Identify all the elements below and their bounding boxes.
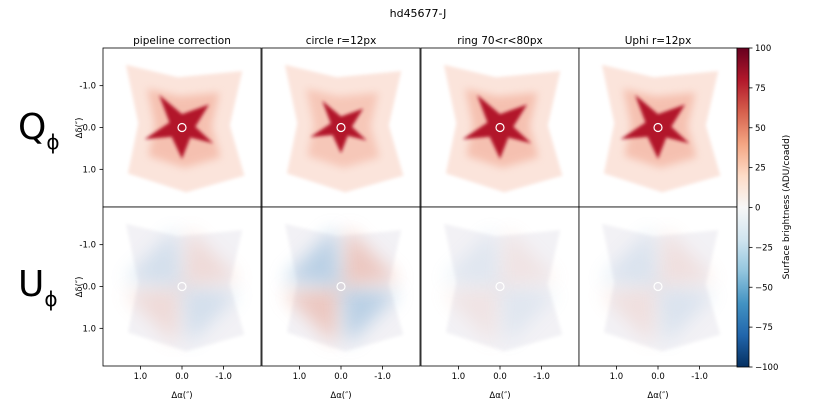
colorbar-tick-label: 100 <box>755 44 771 54</box>
panel-r0-c0: pipeline correction 1.0 0.0 -1.0 <box>79 35 262 208</box>
x-tick-label: 0.0 <box>651 372 665 382</box>
colorbar-tick-label: 75 <box>755 84 766 94</box>
chart-title: hd45677-J <box>390 7 447 20</box>
x-axis-label: Δα(″) <box>171 391 192 401</box>
panels: pipeline correction 1.0 0.0 -1.0 circle r=12… <box>79 35 738 401</box>
emission-core <box>620 94 690 159</box>
quadrant-se <box>123 227 182 287</box>
quadrant-sw <box>658 227 717 287</box>
mask-circle <box>177 281 187 292</box>
panel-r1-c2: 1.0 0.0 -1.0 Δα(″) <box>420 206 580 401</box>
quadrant-nw <box>658 286 717 346</box>
colorbar-tick-label: −25 <box>755 243 773 253</box>
colorbar-tick-label: 0 <box>755 204 760 214</box>
column-title: circle r=12px <box>306 35 377 47</box>
quadrant-nw <box>500 286 559 346</box>
quadrant-sw <box>182 227 241 287</box>
y-tick-label: 1.0 <box>82 324 96 334</box>
mask-circle <box>653 281 663 292</box>
colorbar-tick-label: 25 <box>755 164 766 174</box>
panel-r1-c0: 1.0 1.0 0.0 0.0 -1.0 -1.0 Δα(″) <box>79 206 262 401</box>
mask-circle <box>653 122 663 133</box>
y-tick-label: -1.0 <box>79 82 96 92</box>
x-tick-label: 1.0 <box>452 372 466 382</box>
quadrant-nw <box>341 286 400 346</box>
quadrant-ne <box>599 286 658 346</box>
quadrant-nw <box>182 286 241 346</box>
column-title: ring 70<r<80px <box>457 35 542 47</box>
mask-circle <box>336 281 346 292</box>
panel-r0-c3: Uphi r=12px <box>578 35 738 208</box>
y-tick-label: 0.0 <box>82 124 96 134</box>
quadrant-ne <box>441 286 500 346</box>
emission-core <box>310 100 367 154</box>
x-axis-label: Δα(″) <box>647 391 668 401</box>
panel-r1-c3: 1.0 0.0 -1.0 Δα(″) <box>578 206 738 401</box>
colorbar-tick-label: 50 <box>755 124 766 134</box>
x-tick-label: 0.0 <box>334 372 348 382</box>
row-label-q: Qϕ <box>18 107 60 154</box>
mask-circle <box>495 281 505 292</box>
column-title: Uphi r=12px <box>625 35 692 47</box>
x-tick-label: -1.0 <box>691 372 708 382</box>
x-tick-label: -1.0 <box>215 372 232 382</box>
y-axis-label-top: Δδ(″) <box>75 118 85 139</box>
x-axis-label: Δα(″) <box>489 391 510 401</box>
quadrant-ne <box>282 286 341 346</box>
x-tick-label: -1.0 <box>533 372 550 382</box>
panel-r0-c1: circle r=12px <box>261 35 421 208</box>
y-tick-label: 0.0 <box>82 283 96 293</box>
mask-circle <box>336 122 346 133</box>
emission-core <box>144 94 214 159</box>
colorbar-label: Surface brightness (ADU/coadd) <box>782 135 792 280</box>
colorbar: 100 75 50 25 0 −25 −50 −75 −100 Surface brightne… <box>736 44 792 373</box>
x-tick-label: 1.0 <box>610 372 624 382</box>
quadrant-sw <box>341 227 400 287</box>
colorbar-ticks: 100 75 50 25 0 −25 −50 −75 −100 <box>749 44 778 373</box>
quadrant-se <box>441 227 500 287</box>
panel-r0-c2: ring 70<r<80px <box>420 35 580 208</box>
mask-circle <box>177 122 187 133</box>
quadrant-sw <box>500 227 559 287</box>
panel-r1-c1: 1.0 0.0 -1.0 Δα(″) <box>261 206 421 401</box>
emission-core <box>462 94 532 159</box>
quadrant-ne <box>123 286 182 346</box>
colorbar-gradient <box>736 47 750 368</box>
colorbar-tick-label: −100 <box>755 363 778 373</box>
row-label-u: Uϕ <box>18 264 58 311</box>
y-axis-label-bottom: Δδ(″) <box>75 277 85 298</box>
y-tick-label: -1.0 <box>79 241 96 251</box>
x-tick-label: 1.0 <box>134 372 148 382</box>
x-axis-label: Δα(″) <box>330 391 351 401</box>
x-tick-label: 1.0 <box>293 372 307 382</box>
quadrant-se <box>599 227 658 287</box>
column-title: pipeline correction <box>133 35 231 47</box>
x-tick-label: 0.0 <box>493 372 507 382</box>
y-tick-label: 1.0 <box>82 165 96 175</box>
x-tick-label: -1.0 <box>374 372 391 382</box>
colorbar-tick-label: −75 <box>755 323 773 333</box>
mask-circle <box>495 122 505 133</box>
colorbar-tick-label: −50 <box>755 283 773 293</box>
x-tick-label: 0.0 <box>175 372 189 382</box>
quadrant-se <box>282 227 341 287</box>
